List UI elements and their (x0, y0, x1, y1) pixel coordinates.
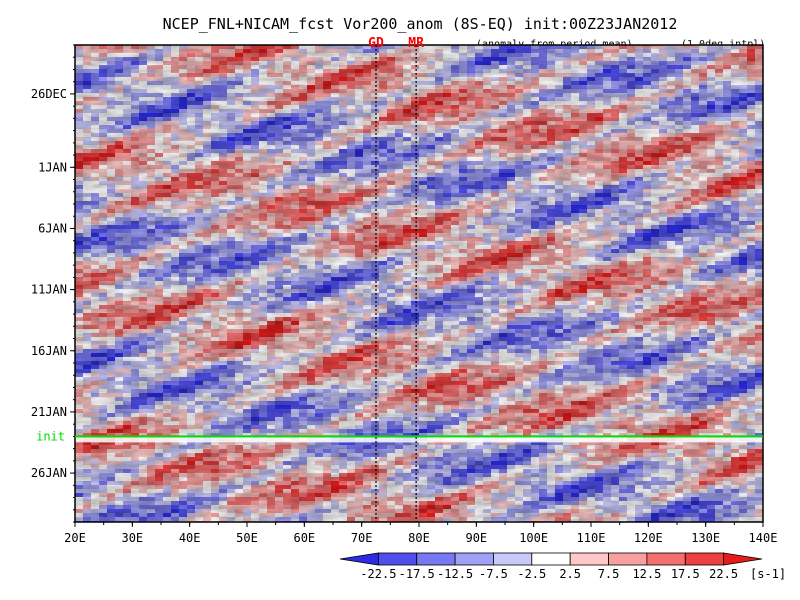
x-tick-label: 60E (293, 531, 315, 545)
colorbar-swatch (684, 552, 725, 566)
colorbar-level-label: -12.5 (437, 567, 473, 581)
marker-label-gd: GD (368, 36, 384, 51)
colorbar-swatch (416, 552, 456, 566)
colorbar-level-label: 22.5 (709, 567, 738, 581)
init-label: init (36, 429, 65, 443)
y-tick-label: 16JAN (31, 344, 67, 358)
colorbar-swatch (493, 552, 533, 566)
x-tick-label: 110E (577, 531, 606, 545)
colorbar-swatch (569, 552, 609, 566)
colorbar-level-label: 7.5 (598, 567, 620, 581)
colorbar-level-label: -17.5 (399, 567, 435, 581)
colorbar: -22.5 -17.5 -12.5 -7.5 -2.5 2.5 7.5 12.5 17.5 22.… (339, 552, 786, 581)
x-tick-label: 90E (465, 531, 487, 545)
y-tick-label: 11JAN (31, 283, 67, 297)
y-tick-label: 26DEC (31, 87, 67, 101)
colorbar-unit: [s-1] (750, 567, 786, 581)
colorbar-level-label: 17.5 (671, 567, 700, 581)
y-tick-label: 26JAN (31, 466, 67, 480)
y-axis: init 26DEC 1JAN 6JAN 11JAN 16JAN 21JAN 26JAN (31, 44, 763, 523)
site-markers: GD MR (368, 36, 424, 51)
x-tick-label: 120E (634, 531, 663, 545)
colorbar-level-label: 2.5 (559, 567, 581, 581)
y-tick-label: 6JAN (38, 221, 67, 235)
colorbar-level-label: 12.5 (632, 567, 661, 581)
colorbar-level-label: -2.5 (517, 567, 546, 581)
y-tick-label: 21JAN (31, 405, 67, 419)
x-tick-label: 130E (691, 531, 720, 545)
colorbar-swatch (377, 552, 418, 566)
chart-title: NCEP_FNL+NICAM_fcst Vor200_anom (8S-EQ) … (163, 15, 678, 33)
colorbar-level-label: -22.5 (360, 567, 396, 581)
x-tick-label: 70E (351, 531, 373, 545)
colorbar-swatch (531, 552, 571, 566)
colorbar-swatch (339, 552, 379, 566)
x-tick-label: 20E (64, 531, 86, 545)
x-tick-label: 140E (749, 531, 778, 545)
x-tick-label: 30E (121, 531, 143, 545)
y-tick-label: 1JAN (38, 160, 67, 174)
marker-label-mr: MR (408, 36, 424, 51)
colorbar-level-label: -7.5 (479, 567, 508, 581)
x-tick-label: 40E (179, 531, 201, 545)
x-tick-label: 50E (236, 531, 258, 545)
colorbar-swatch (608, 552, 648, 566)
colorbar-swatch (454, 552, 494, 566)
x-tick-label: 80E (408, 531, 430, 545)
x-tick-label: 100E (519, 531, 548, 545)
colorbar-swatch (646, 552, 686, 566)
x-axis: 20E 30E 40E 50E 60E 70E 80E 90E 100E 110E 120E 130E… (64, 522, 777, 545)
colorbar-swatch (723, 552, 763, 566)
